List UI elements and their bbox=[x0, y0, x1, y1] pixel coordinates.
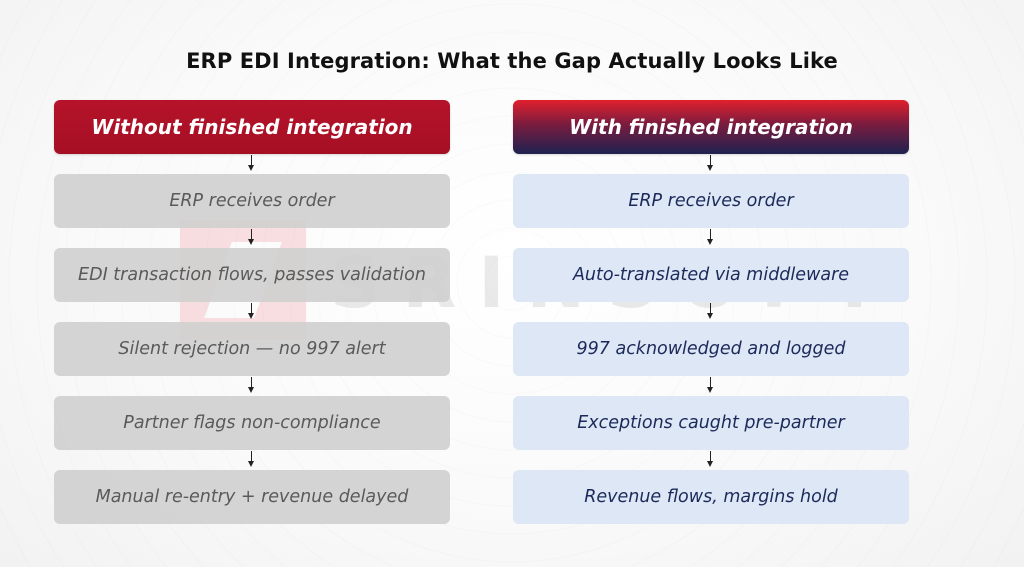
flow-arrow bbox=[54, 228, 450, 248]
right-step-3: 997 acknowledged and logged bbox=[513, 322, 909, 376]
without-integration-column: Without finished integration ERP receive… bbox=[54, 100, 450, 524]
flow-arrow bbox=[513, 302, 909, 322]
right-step-5: Revenue flows, margins hold bbox=[513, 470, 909, 524]
flow-arrow bbox=[54, 154, 450, 174]
left-step-4: Partner flags non-compliance bbox=[54, 396, 450, 450]
flow-arrow bbox=[513, 376, 909, 396]
flow-arrow bbox=[54, 450, 450, 470]
with-integration-header: With finished integration bbox=[513, 100, 909, 154]
flow-arrow bbox=[54, 302, 450, 322]
right-step-1: ERP receives order bbox=[513, 174, 909, 228]
flow-arrow bbox=[513, 450, 909, 470]
right-step-2: Auto-translated via middleware bbox=[513, 248, 909, 302]
left-step-1: ERP receives order bbox=[54, 174, 450, 228]
flow-arrow bbox=[513, 154, 909, 174]
with-integration-column: With finished integration ERP receives o… bbox=[513, 100, 909, 524]
without-integration-header: Without finished integration bbox=[54, 100, 450, 154]
diagram-title: ERP EDI Integration: What the Gap Actual… bbox=[186, 49, 838, 73]
left-step-5: Manual re-entry + revenue delayed bbox=[54, 470, 450, 524]
flow-arrow bbox=[513, 228, 909, 248]
left-step-3: Silent rejection — no 997 alert bbox=[54, 322, 450, 376]
left-step-2: EDI transaction flows, passes validation bbox=[54, 248, 450, 302]
right-step-4: Exceptions caught pre-partner bbox=[513, 396, 909, 450]
flow-arrow bbox=[54, 376, 450, 396]
